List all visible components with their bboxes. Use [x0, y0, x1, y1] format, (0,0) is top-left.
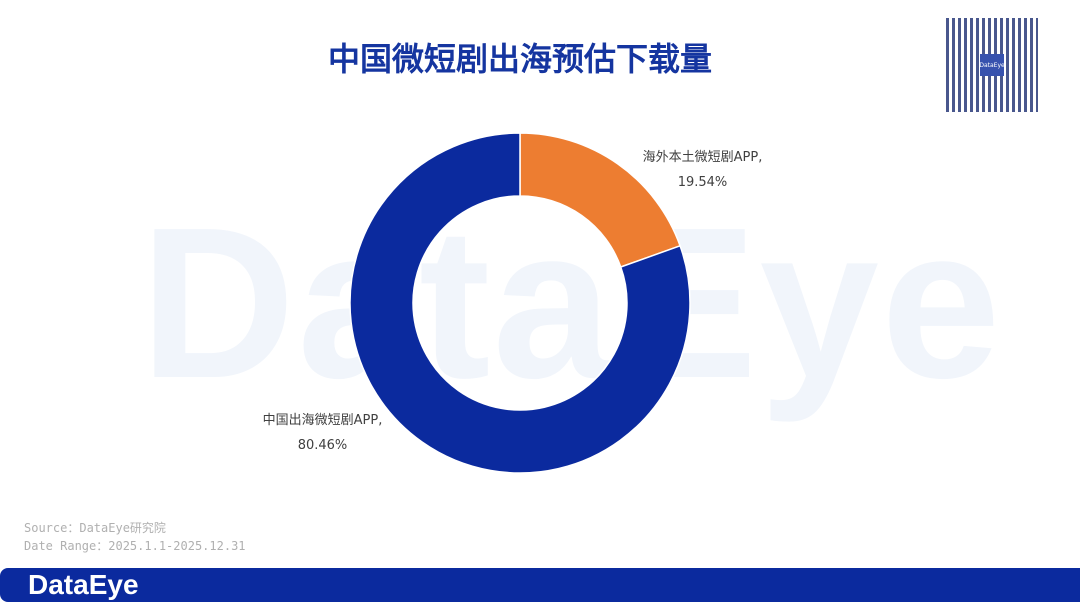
slice-label-text: 海外本土微短剧APP [642, 150, 759, 165]
slice-label-china: 中国出海微短剧APP, 80.46% [250, 408, 395, 458]
footer-logo: DataEye [28, 569, 139, 600]
source-note: Source：DataEye研究院 Date Range：2025.1.1-20… [24, 519, 246, 555]
watermark: DataEye [140, 182, 1003, 423]
donut-slice-1 [349, 132, 691, 474]
slice-label-text: 中国出海微短剧APP [262, 413, 379, 428]
source-text: Source：DataEye研究院 [24, 521, 166, 535]
qr-code: DataEye [946, 18, 1038, 112]
footer-banner: DataEye [0, 568, 1080, 602]
slice-label-value: 19.54% [677, 175, 728, 190]
chart-title: 中国微短剧出海预估下载量 [327, 40, 712, 78]
slice-label-value: 80.46% [297, 438, 348, 453]
date-range-text: Date Range：2025.1.1-2025.12.31 [24, 539, 246, 553]
slice-label-overseas: 海外本土微短剧APP, 19.54% [630, 145, 775, 195]
qr-logo: DataEye [979, 54, 1005, 76]
